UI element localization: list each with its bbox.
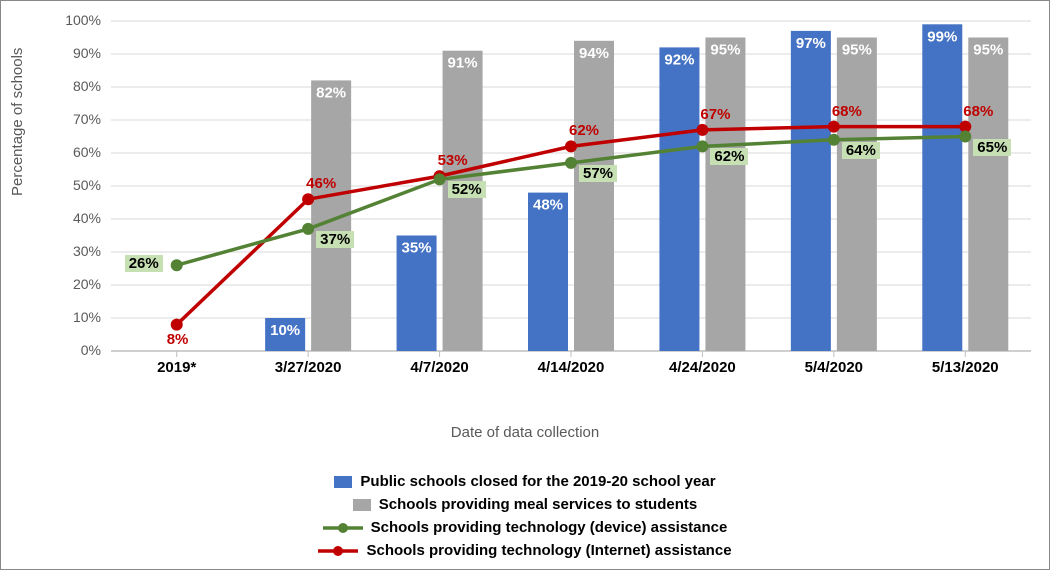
legend-item-internet: Schools providing technology (Internet) … (318, 542, 731, 559)
line-value-label: 62% (710, 148, 748, 165)
line-value-label: 37% (316, 231, 354, 248)
line-value-label: 53% (434, 152, 472, 169)
legend-label: Schools providing meal services to stude… (379, 496, 697, 513)
marker-internet (960, 122, 970, 132)
legend-swatch (318, 544, 358, 558)
bar-meals (968, 38, 1008, 352)
bar-meals (837, 38, 877, 352)
bar-label: 10% (270, 322, 300, 339)
marker-device (829, 135, 839, 145)
line-value-label: 57% (579, 165, 617, 182)
line-value-label: 67% (696, 106, 734, 123)
line-value-label: 68% (959, 103, 997, 120)
bar-label: 97% (796, 35, 826, 52)
line-value-label: 8% (163, 331, 193, 348)
marker-device (435, 174, 445, 184)
line-value-label: 68% (828, 103, 866, 120)
marker-device (303, 224, 313, 234)
x-tick: 5/13/2020 (915, 359, 1015, 376)
bar-closed (791, 31, 831, 351)
x-tick: 3/27/2020 (258, 359, 358, 376)
marker-device (172, 260, 182, 270)
bar-closed (659, 47, 699, 351)
bar-meals (574, 41, 614, 351)
bar-label: 95% (973, 42, 1003, 59)
x-tick: 2019* (127, 359, 227, 376)
x-tick: 5/4/2020 (784, 359, 884, 376)
line-value-label: 64% (842, 142, 880, 159)
line-value-label: 62% (565, 122, 603, 139)
marker-device (566, 158, 576, 168)
bar-meals (443, 51, 483, 351)
x-tick: 4/24/2020 (652, 359, 752, 376)
x-tick: 4/14/2020 (521, 359, 621, 376)
y-tick: 20% (61, 276, 101, 292)
bar-label: 82% (316, 84, 346, 101)
marker-internet (303, 194, 313, 204)
bar-meals (705, 38, 745, 352)
bar-label: 94% (579, 45, 609, 62)
y-tick: 10% (61, 309, 101, 325)
y-tick: 80% (61, 78, 101, 94)
y-tick: 100% (61, 12, 101, 28)
bar-label: 35% (402, 240, 432, 257)
legend-label: Schools providing technology (device) as… (371, 519, 728, 536)
bar-closed (528, 193, 568, 351)
legend-swatch (353, 499, 371, 511)
marker-device (960, 132, 970, 142)
marker-internet (566, 141, 576, 151)
y-axis-label: Percentage of schools (9, 48, 26, 196)
y-tick: 70% (61, 111, 101, 127)
legend-item-meals: Schools providing meal services to stude… (353, 496, 697, 513)
bar-label: 99% (927, 28, 957, 45)
bar-label: 95% (842, 42, 872, 59)
y-tick: 0% (61, 342, 101, 358)
legend-item-device: Schools providing technology (device) as… (323, 519, 728, 536)
bar-label: 48% (533, 197, 563, 214)
plot-svg: 10% 35% 48% 92% 97% 99% 82% 91% 94% 95% 95% 95% (111, 21, 1031, 351)
marker-internet (829, 122, 839, 132)
plot-area: 10% 35% 48% 92% 97% 99% 82% 91% 94% 95% 95% 95% (111, 21, 1031, 351)
bar-closed (922, 24, 962, 351)
x-tick: 4/7/2020 (390, 359, 490, 376)
legend-label: Public schools closed for the 2019-20 sc… (360, 473, 715, 490)
legend-swatch (334, 476, 352, 488)
marker-device (697, 141, 707, 151)
legend-label: Schools providing technology (Internet) … (366, 542, 731, 559)
line-value-label: 65% (973, 139, 1011, 156)
legend: Public schools closed for the 2019-20 sc… (1, 473, 1049, 559)
chart-container: Percentage of schools 10% 35% 48% 92% 97% 99%… (0, 0, 1050, 570)
marker-internet (697, 125, 707, 135)
y-tick: 90% (61, 45, 101, 61)
legend-item-closed: Public schools closed for the 2019-20 sc… (334, 473, 715, 490)
legend-swatch (323, 521, 363, 535)
bar-label: 92% (664, 51, 694, 68)
y-tick: 30% (61, 243, 101, 259)
line-value-label: 26% (125, 255, 163, 272)
y-tick: 40% (61, 210, 101, 226)
y-tick: 60% (61, 144, 101, 160)
y-tick: 50% (61, 177, 101, 193)
line-value-label: 52% (448, 181, 486, 198)
marker-internet (172, 320, 182, 330)
line-value-label: 46% (302, 175, 340, 192)
bar-label: 95% (710, 42, 740, 59)
bar-label: 91% (448, 55, 478, 72)
x-axis-label: Date of data collection (1, 424, 1049, 441)
